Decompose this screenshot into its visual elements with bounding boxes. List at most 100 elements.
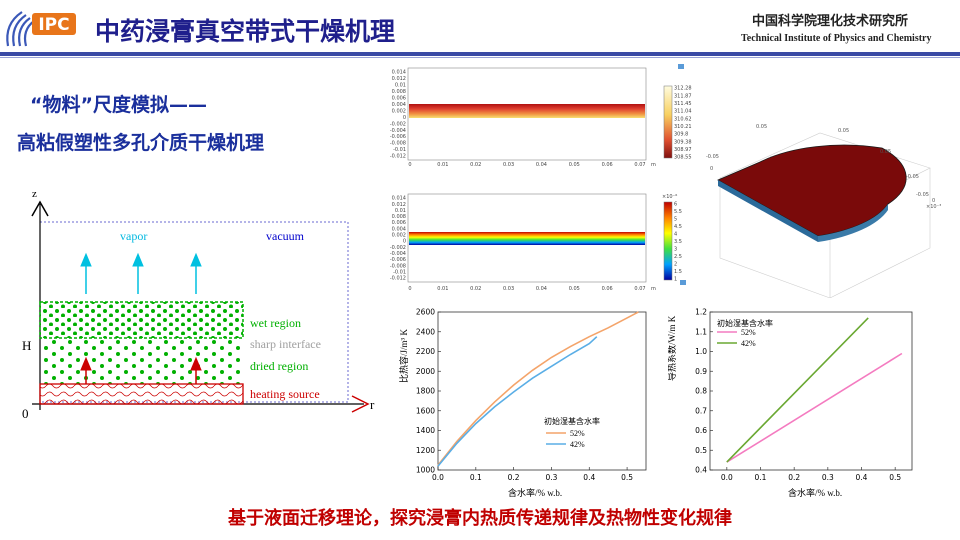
x-tick-label: 0.01	[437, 162, 448, 168]
y-tick-label: 0	[403, 239, 406, 245]
y-tick-label: 1.0	[695, 347, 707, 356]
ipc-logo: IPC	[6, 11, 76, 47]
colorbar-label: 4.5	[674, 224, 682, 230]
x-tick-label: 0.03	[503, 162, 514, 168]
legend-label: 42%	[570, 440, 585, 449]
y-tick-label: 0.014	[392, 196, 406, 202]
r-axis-arrow	[351, 395, 370, 413]
y-tick-label: 1800	[416, 387, 435, 396]
y-axis-label: 导热系数/W/m K	[668, 315, 677, 381]
axis-tick: 0.05	[838, 128, 849, 134]
cylinder-top-surface	[717, 144, 907, 237]
y-tick-label: 0.6	[695, 426, 707, 435]
header-divider	[0, 52, 960, 56]
y-tick-label: -0.004	[390, 128, 406, 134]
series-line-42pct	[437, 336, 598, 467]
wet-region	[39, 301, 244, 339]
colorbar-label: 6	[674, 202, 677, 208]
x-axis-label: 含水率/% w.b.	[508, 487, 562, 498]
series-line-52pct	[726, 352, 903, 463]
x-tick-label: 0.4	[856, 473, 868, 482]
colorbar-label: 308.55	[674, 155, 692, 161]
y-tick-label: 2000	[416, 367, 435, 376]
temperature-band	[409, 104, 645, 118]
y-tick-label: 0.008	[392, 89, 406, 95]
axis-tick: ×10⁻³	[926, 204, 941, 210]
colorbar-label: 310.62	[674, 116, 692, 122]
x-tick-label: 0.2	[788, 473, 800, 482]
x-tick-label: 0.06	[602, 286, 613, 292]
x-tick-label: 0.1	[755, 473, 767, 482]
y-tick-label: -0.002	[390, 245, 406, 251]
z-axis-label: z	[32, 188, 37, 200]
x-tick-label: 0.02	[470, 162, 481, 168]
y-tick-label: 0.012	[392, 76, 406, 82]
specific-heat-chart: 比热容/J/m³ K 含水率/% w.b. 初始湿基含水率 1000 1200 14…	[398, 308, 647, 498]
legend-title: 初始湿基含水率	[717, 318, 773, 328]
axis-tick: 0.05	[880, 149, 891, 155]
cylinder-cut-face	[718, 180, 818, 242]
y-tick-label: 0.012	[392, 202, 406, 208]
temperature-colorbar	[663, 85, 673, 159]
y-tick-label: 0.8	[695, 387, 707, 396]
x-tick-label: 0.01	[437, 286, 448, 292]
y-tick-label: -0.008	[390, 263, 406, 269]
y-tick-label: -0.006	[390, 257, 406, 263]
y-tick-label: -0.002	[390, 121, 406, 127]
x-tick-label: 0.05	[569, 286, 580, 292]
series-line-42pct	[726, 317, 869, 463]
heating-source-label: heating source	[250, 387, 320, 401]
axis-tick: -0.05	[706, 154, 719, 160]
colorbar-label: 3.5	[674, 239, 682, 245]
y-tick-label: 0.01	[395, 83, 406, 89]
y-tick-label: 0.008	[392, 214, 406, 220]
colorbar-label: 2	[674, 262, 677, 268]
y-tick-label: 1.2	[695, 308, 707, 317]
institute-name-en: Technical Institute of Physics and Chemi…	[741, 33, 932, 44]
x-tick-label: 0.1	[470, 473, 482, 482]
r-axis-label: r	[370, 397, 375, 412]
vapor-arrows	[80, 252, 202, 294]
moisture-band	[409, 232, 645, 245]
axis-icon	[680, 280, 686, 285]
colorbar-label: 311.87	[674, 93, 692, 99]
y-tick-label: 0.002	[392, 233, 406, 239]
x-unit: m	[651, 162, 656, 168]
origin-label: 0	[22, 406, 29, 421]
y-tick-label: 2600	[416, 308, 435, 317]
colorbar-label: 2.5	[674, 254, 682, 260]
3d-cylinder-render: 0.05 0.05 -0.05 0 -0.05 -0.05 0.05 0 ×10…	[706, 124, 941, 298]
y-tick-label: -0.008	[390, 141, 406, 147]
y-tick-label: 0.9	[695, 367, 707, 376]
y-tick-label: 0.5	[695, 446, 707, 455]
axis-tick: 0	[932, 198, 935, 204]
colorbar-label: 4	[674, 232, 677, 238]
dried-region-label: dried region	[250, 359, 308, 373]
y-tick-label: -0.012	[390, 154, 406, 160]
y-tick-label: 1400	[416, 426, 435, 435]
axis-tick: 0.05	[756, 124, 767, 130]
y-tick-label: 0.4	[695, 466, 707, 475]
y-tick-label: 0.004	[392, 102, 406, 108]
x-tick-label: 0.07	[634, 286, 645, 292]
dried-region	[40, 338, 243, 384]
footer-conclusion: 基于液面迁移理论，探究浸膏内热质传递规律及热物性变化规律	[228, 508, 732, 529]
header-divider-thin	[0, 57, 960, 58]
series-line-52pct	[437, 311, 639, 466]
y-tick-label: 2200	[416, 347, 435, 356]
y-tick-label: 1.1	[695, 327, 707, 336]
legend-label: 52%	[570, 429, 585, 438]
colorbar-label: 311.04	[674, 109, 692, 115]
y-tick-label: 1200	[416, 446, 435, 455]
colorbar-label: 309.8	[674, 132, 688, 138]
x-tick-label: 0.04	[536, 162, 547, 168]
colorbar-label: 1	[674, 277, 677, 283]
y-tick-label: -0.01	[393, 147, 406, 153]
x-tick-label: 0	[408, 286, 411, 292]
simulation-moisture-field: 0.0140.0120.010.0080.0060.0040.0020-0.00…	[372, 186, 696, 298]
x-tick-label: 0.5	[889, 473, 901, 482]
h-label: H	[22, 338, 31, 353]
drying-schematic: z r H 0 vapor vacuum wet region sharp in…	[22, 188, 375, 421]
x-tick-label: 0.03	[503, 286, 514, 292]
x-unit: m	[651, 286, 656, 292]
